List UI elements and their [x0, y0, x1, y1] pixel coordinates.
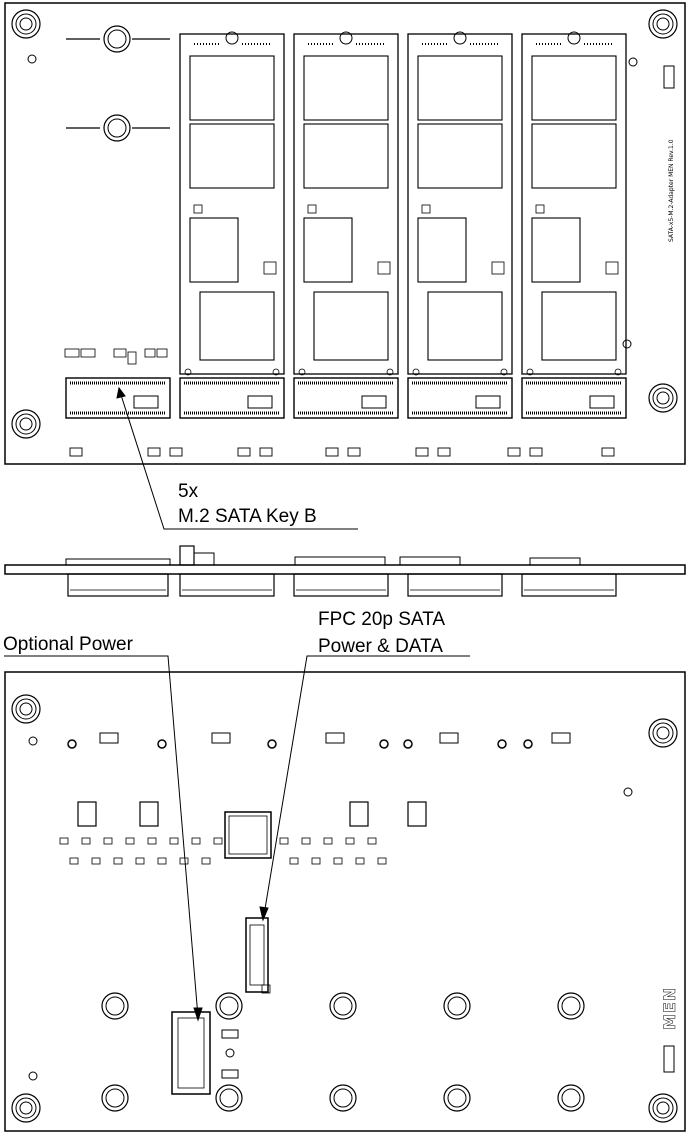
- standoff-icon: [101, 992, 129, 1020]
- nand-chip: [189, 123, 275, 189]
- mounting-hole-icon: [11, 1093, 41, 1123]
- standoff-icon: [443, 992, 471, 1020]
- m2-module: [179, 33, 285, 375]
- mounting-hole-icon: [648, 9, 678, 39]
- status-leds: [69, 447, 615, 457]
- regulator-chip: [77, 801, 97, 827]
- standoff-icon: [557, 1084, 585, 1112]
- mounting-hole-icon: [648, 383, 678, 413]
- jumper-header: [551, 732, 571, 744]
- regulator-chip: [407, 801, 427, 827]
- via-icon: [497, 739, 507, 749]
- m2-module: [293, 33, 399, 375]
- top-view-board: [4, 2, 686, 465]
- regulator-chip: [139, 801, 159, 827]
- standoff-icon: [215, 992, 243, 1020]
- module-screw-icon: [225, 31, 239, 45]
- nand-chip: [531, 55, 617, 121]
- leader-lines: [4, 386, 470, 1022]
- fpc-callout-line2: Power & DATA: [318, 636, 443, 657]
- m2-module: [407, 33, 513, 375]
- led-pad: [415, 447, 429, 457]
- jumper-header: [325, 732, 345, 744]
- module-screw-icon: [453, 31, 467, 45]
- controller-chip: [224, 811, 272, 859]
- power-connector: [171, 1011, 211, 1095]
- controller-chip: [303, 217, 353, 283]
- bottom-components: [59, 732, 585, 1112]
- controller-chip: [531, 217, 581, 283]
- via-icon: [403, 739, 413, 749]
- m2-connector: [179, 377, 285, 419]
- fpc-callout-line1: FPC 20p SATA: [318, 609, 446, 630]
- via-icon: [67, 739, 77, 749]
- mounting-hole-icon: [11, 409, 41, 439]
- module-screw-icon: [567, 31, 581, 45]
- led-pad: [507, 447, 521, 457]
- standoff-icon: [101, 1084, 129, 1112]
- module-screw-icon: [339, 31, 353, 45]
- side-view: [4, 545, 686, 597]
- led-pad: [325, 447, 339, 457]
- nand-chip: [303, 123, 389, 189]
- dram-chip: [313, 291, 389, 361]
- jumper-header: [99, 732, 119, 744]
- optional-power-callout: Optional Power: [3, 634, 133, 655]
- standoff-icon: [329, 992, 357, 1020]
- controller-chip: [417, 217, 467, 283]
- m2-module: [521, 33, 627, 375]
- jumper-header: [211, 732, 231, 744]
- nand-chip: [417, 55, 503, 121]
- nand-chip: [189, 55, 275, 121]
- led-pad: [169, 447, 183, 457]
- controller-chip: [189, 217, 239, 283]
- dram-chip: [541, 291, 617, 361]
- via-icon: [267, 739, 277, 749]
- led-pad: [437, 447, 451, 457]
- led-pad: [601, 447, 615, 457]
- led-pad: [259, 447, 273, 457]
- fpc-connector: [245, 917, 269, 993]
- men-logo: MEN: [660, 986, 680, 1031]
- mounting-hole-icon: [11, 9, 41, 39]
- standoff-icon: [329, 1084, 357, 1112]
- mounting-hole-icon: [648, 718, 678, 748]
- via-icon: [157, 739, 167, 749]
- board-marking: SATA-x5-M.2-Adapter MEN Rev.1.0: [668, 139, 675, 242]
- m2-slot-callout: M.2 SATA Key B: [178, 506, 317, 527]
- led-pad: [69, 447, 83, 457]
- led-pad: [529, 447, 543, 457]
- m2-connector: [407, 377, 513, 419]
- dram-chip: [427, 291, 503, 361]
- m2-connector: [293, 377, 399, 419]
- standoff-icon: [443, 1084, 471, 1112]
- nand-chip: [417, 123, 503, 189]
- m2-connector: [65, 377, 171, 419]
- nand-chip: [303, 55, 389, 121]
- m2-count-label: 5x: [178, 481, 199, 502]
- dram-chip: [199, 291, 275, 361]
- regulator-chip: [349, 801, 369, 827]
- m2-modules: [179, 31, 627, 376]
- m2-connector: [521, 377, 627, 419]
- mounting-hole-icon: [11, 694, 41, 724]
- standoff-icon: [557, 992, 585, 1020]
- led-pad: [347, 447, 361, 457]
- led-pad: [237, 447, 251, 457]
- via-icon: [523, 739, 533, 749]
- nand-chip: [531, 123, 617, 189]
- bottom-view-board: [4, 671, 686, 1132]
- jumper-header: [439, 732, 459, 744]
- led-pad: [147, 447, 161, 457]
- via-icon: [379, 739, 389, 749]
- standoff-icon: [215, 1084, 243, 1112]
- mounting-hole-icon: [648, 1093, 678, 1123]
- m2-connectors: [65, 377, 627, 419]
